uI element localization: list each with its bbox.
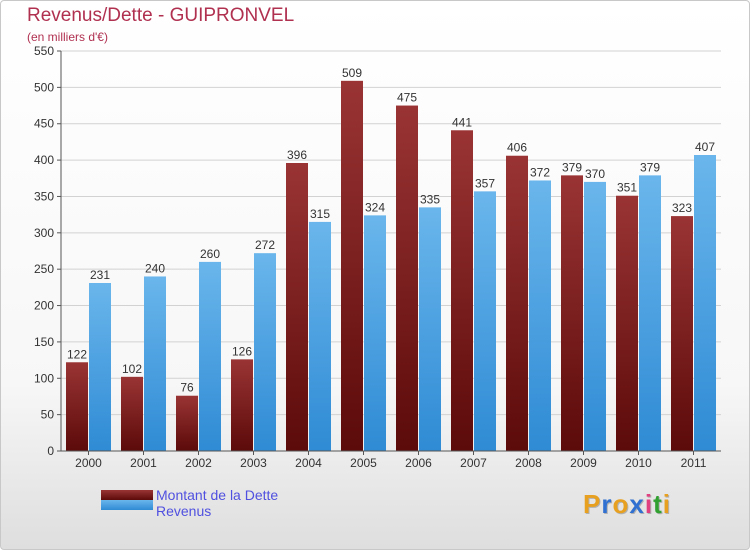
logo-letter: t xyxy=(653,489,663,519)
x-tick-label: 2008 xyxy=(515,456,542,470)
logo-letter: P xyxy=(583,489,602,519)
logo-letter: o xyxy=(612,489,630,519)
data-label: 76 xyxy=(180,381,194,395)
legend-label-dette: Montant de la Dette xyxy=(156,487,279,503)
bar-dette xyxy=(176,395,198,451)
data-label: 122 xyxy=(67,347,87,361)
bar-dette xyxy=(396,105,418,451)
data-label: 475 xyxy=(397,91,417,105)
data-label: 231 xyxy=(90,268,110,282)
bar-dette xyxy=(451,130,473,452)
y-tick-label: 400 xyxy=(34,153,54,167)
x-tick-label: 2007 xyxy=(460,456,487,470)
x-tick-label: 2002 xyxy=(185,456,212,470)
y-tick-label: 100 xyxy=(34,371,54,385)
x-tick-label: 2006 xyxy=(405,456,432,470)
bar-dette xyxy=(671,216,693,451)
y-tick-label: 250 xyxy=(34,262,54,276)
data-label: 260 xyxy=(200,247,220,261)
bar-revenus xyxy=(584,181,606,451)
data-label: 102 xyxy=(122,362,142,376)
bar-dette xyxy=(66,362,88,451)
bar-revenus xyxy=(144,276,166,451)
bar-revenus xyxy=(199,261,221,451)
logo-letter: i xyxy=(662,489,671,519)
x-tick-label: 2001 xyxy=(130,456,157,470)
x-tick-label: 2010 xyxy=(625,456,652,470)
bar-revenus xyxy=(89,283,111,451)
data-label: 396 xyxy=(287,148,307,162)
logo-letter: r xyxy=(601,489,613,519)
x-tick-label: 2005 xyxy=(350,456,377,470)
bar-revenus xyxy=(364,215,386,451)
bar-revenus xyxy=(694,155,716,451)
bar-revenus xyxy=(309,221,331,451)
data-label: 379 xyxy=(640,160,660,174)
bar-dette xyxy=(231,359,253,451)
data-label: 357 xyxy=(475,176,495,190)
y-tick-label: 350 xyxy=(34,189,54,203)
bar-revenus xyxy=(419,207,441,451)
data-label: 370 xyxy=(585,167,605,181)
bar-dette xyxy=(341,80,363,452)
x-tick-label: 2009 xyxy=(570,456,597,470)
data-label: 324 xyxy=(365,200,385,214)
data-label: 335 xyxy=(420,192,440,206)
data-label: 126 xyxy=(232,344,252,358)
data-label: 379 xyxy=(562,160,582,174)
data-label: 323 xyxy=(672,201,692,215)
data-label: 441 xyxy=(452,115,472,129)
bar-revenus xyxy=(639,175,661,451)
y-tick-label: 50 xyxy=(41,408,55,422)
data-label: 240 xyxy=(145,261,165,275)
legend-label-revenus: Revenus xyxy=(156,503,212,519)
x-tick-label: 2003 xyxy=(240,456,267,470)
bar-dette xyxy=(561,175,583,451)
bar-revenus xyxy=(254,253,276,451)
y-tick-label: 150 xyxy=(34,335,54,349)
bar-dette xyxy=(286,163,308,451)
y-tick-label: 550 xyxy=(34,44,54,58)
y-tick-label: 500 xyxy=(34,80,54,94)
legend-swatch-revenus xyxy=(101,500,153,510)
logo-letter: x xyxy=(629,489,645,519)
bar-revenus xyxy=(474,191,496,451)
data-label: 272 xyxy=(255,238,275,252)
bar-dette xyxy=(616,195,638,451)
chart-subtitle: (en milliers d'€) xyxy=(27,30,108,44)
y-tick-label: 300 xyxy=(34,226,54,240)
chart-title: Revenus/Dette - GUIPRONVEL xyxy=(27,5,295,26)
data-label: 315 xyxy=(310,207,330,221)
proxiti-logo: Proxiti xyxy=(583,489,671,520)
data-label: 372 xyxy=(530,165,550,179)
y-tick-label: 450 xyxy=(34,117,54,131)
data-label: 407 xyxy=(695,140,715,154)
bar-dette xyxy=(506,155,528,451)
y-tick-label: 200 xyxy=(34,299,54,313)
y-tick-label: 0 xyxy=(47,444,54,458)
data-label: 406 xyxy=(507,141,527,155)
data-label: 351 xyxy=(617,181,637,195)
logo-letter: i xyxy=(644,489,654,519)
bar-revenus xyxy=(529,180,551,452)
legend-swatch-dette xyxy=(101,490,153,500)
data-label: 509 xyxy=(342,66,362,80)
x-tick-label: 2000 xyxy=(75,456,102,470)
bar-dette xyxy=(121,376,143,451)
x-tick-label: 2011 xyxy=(681,456,707,470)
x-tick-label: 2004 xyxy=(295,456,322,470)
